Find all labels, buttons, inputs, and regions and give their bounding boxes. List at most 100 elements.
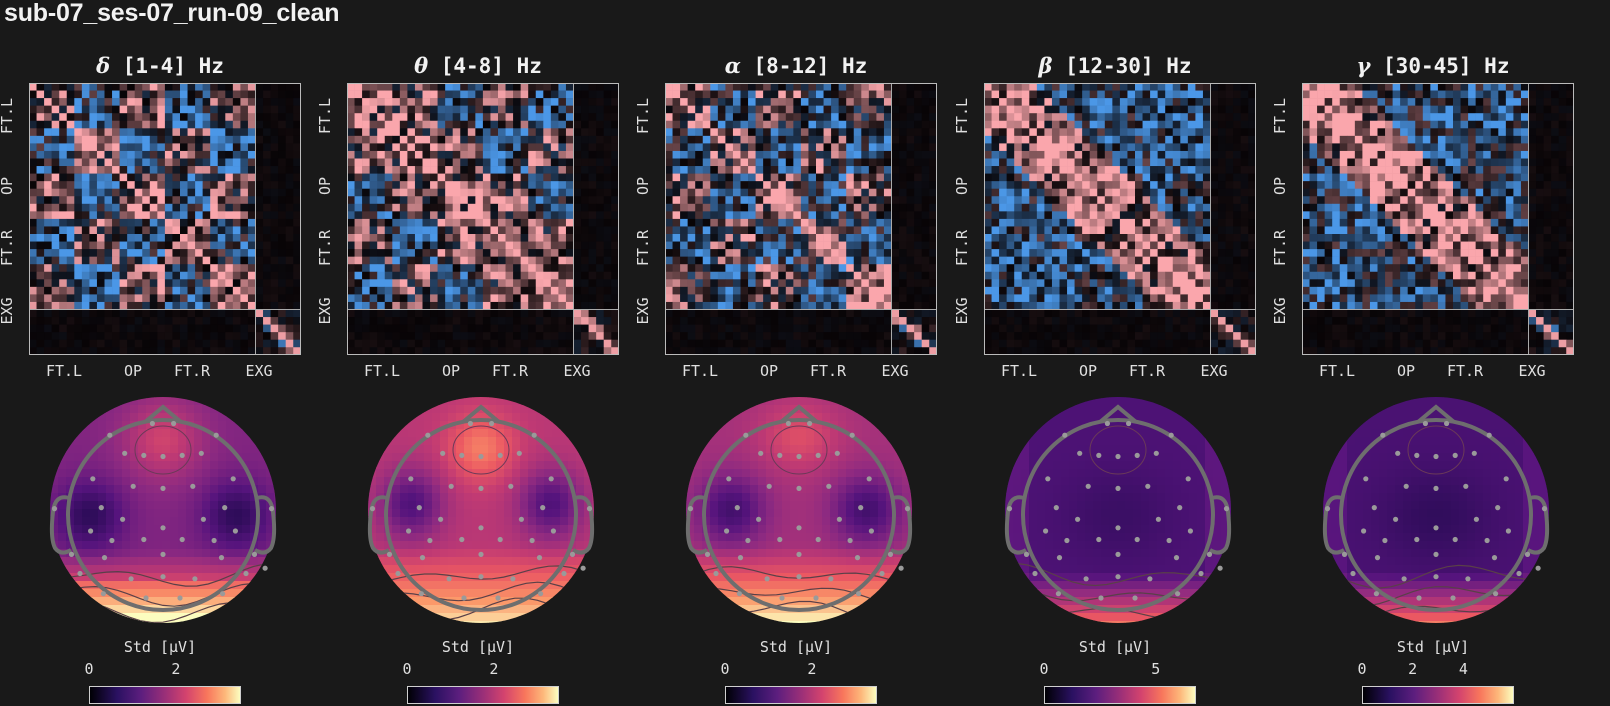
topomap-pixel — [186, 605, 195, 614]
matrix-cell — [914, 158, 922, 167]
topomap-pixel — [400, 469, 409, 478]
matrix-cell — [505, 324, 514, 333]
matrix-cell — [225, 203, 234, 212]
matrix-cell — [505, 203, 514, 212]
topomap-pixel — [528, 413, 537, 422]
topomap-pixel — [472, 597, 481, 606]
topomap-pixel — [98, 525, 107, 534]
matrix-cell — [899, 120, 907, 129]
topomap-pixel — [528, 405, 537, 414]
matrix-cell — [232, 135, 241, 144]
matrix-cell — [763, 166, 771, 174]
matrix-cell — [702, 211, 711, 220]
matrix-cell — [929, 113, 937, 122]
topomap-pixel — [210, 565, 219, 574]
matrix-cell — [384, 279, 393, 288]
matrix-cell — [565, 83, 574, 91]
matrix-cell — [603, 120, 612, 129]
matrix-cell — [232, 158, 241, 167]
matrix-cell — [891, 143, 900, 152]
matrix-cell — [498, 347, 506, 355]
matrix-cell — [695, 203, 704, 212]
matrix-cell — [29, 317, 37, 325]
matrix-cell — [846, 128, 855, 137]
matrix-cell — [247, 173, 256, 182]
matrix-cell — [680, 120, 688, 129]
matrix-cell — [717, 120, 726, 129]
topomap-pixel — [448, 621, 457, 623]
matrix-cell — [763, 83, 771, 91]
topomap-pixel — [146, 405, 155, 414]
matrix-cell — [36, 218, 45, 227]
matrix-cell — [377, 286, 386, 295]
matrix-cell — [611, 218, 619, 227]
matrix-cell — [119, 347, 128, 355]
topomap-pixel — [456, 461, 465, 470]
electrode-marker — [586, 506, 593, 512]
matrix-cell — [149, 128, 158, 137]
topomap-pixel — [82, 573, 91, 582]
matrix-cell — [665, 98, 673, 106]
topomap-pixel — [114, 509, 123, 518]
matrix-cell — [868, 120, 877, 129]
matrix-cell — [695, 218, 704, 227]
topomap-pixel — [408, 597, 417, 606]
matrix-cell — [59, 256, 68, 265]
matrix-cell — [89, 211, 98, 220]
topomap-pixel — [74, 549, 83, 558]
matrix-cell — [513, 234, 521, 242]
matrix-cell — [164, 309, 173, 318]
matrix-cell — [81, 98, 90, 106]
electrode-marker — [177, 595, 183, 601]
matrix-cell — [210, 317, 219, 325]
matrix-cell — [460, 166, 469, 174]
matrix-cell — [490, 135, 499, 144]
matrix-cell — [770, 98, 779, 106]
matrix-cell — [475, 211, 484, 220]
matrix-cell — [392, 166, 401, 174]
matrix-cell — [285, 135, 294, 144]
topomap-pixel — [130, 533, 139, 542]
matrix-cell — [505, 158, 514, 167]
electrode-marker — [122, 450, 128, 456]
matrix-cell — [399, 309, 408, 318]
matrix-cell — [452, 234, 461, 242]
topomap-pixel — [154, 453, 163, 462]
matrix-cell — [838, 234, 847, 242]
matrix-cell — [232, 339, 241, 348]
matrix-cell — [665, 135, 673, 144]
matrix-cell — [513, 286, 521, 295]
matrix-cell — [180, 241, 188, 250]
matrix-cell — [778, 128, 787, 137]
matrix-cell — [407, 83, 416, 91]
matrix-cell — [255, 143, 264, 152]
matrix-cell — [543, 135, 552, 144]
matrix-cell — [399, 143, 408, 152]
matrix-cell — [51, 188, 60, 197]
matrix-cell — [96, 249, 105, 257]
topomap-pixel — [258, 501, 267, 510]
matrix-cell — [596, 249, 604, 257]
matrix-cell — [195, 324, 203, 333]
matrix-cell — [104, 226, 113, 235]
matrix-cell — [89, 264, 98, 273]
matrix-cell — [520, 90, 529, 99]
topomap-pixel — [74, 509, 83, 518]
matrix-cell — [362, 128, 370, 137]
matrix-cell — [407, 264, 416, 273]
matrix-cell — [347, 271, 355, 280]
matrix-cell — [861, 135, 870, 144]
matrix-cell — [157, 181, 166, 189]
matrix-cell — [278, 120, 286, 129]
matrix-cell — [467, 317, 476, 325]
matrix-cell — [883, 128, 892, 137]
matrix-cell — [906, 143, 915, 152]
matrix-cell — [793, 150, 802, 159]
topomap-pixel — [424, 557, 433, 566]
matrix-cell — [74, 173, 83, 182]
matrix-cell — [285, 158, 294, 167]
topomap-pixel — [432, 405, 441, 414]
matrix-cell — [770, 173, 779, 182]
matrix-cell — [891, 90, 900, 99]
topomap-pixel — [568, 445, 577, 454]
